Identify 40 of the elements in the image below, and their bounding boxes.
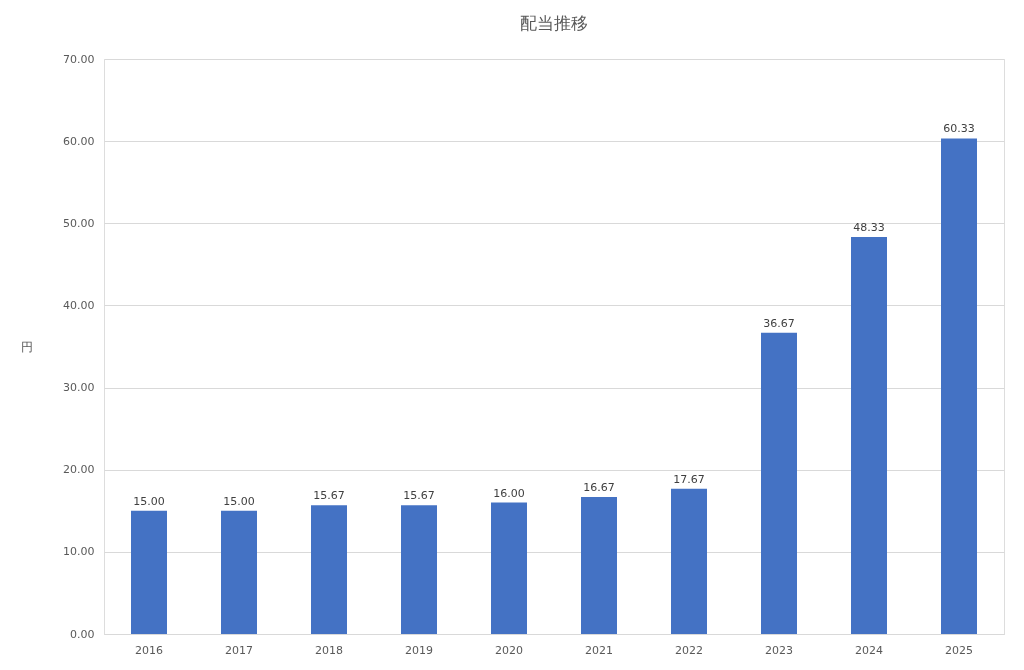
x-tick-label: 2016: [135, 643, 163, 657]
x-tick-label: 2024: [855, 643, 883, 657]
data-label: 16.00: [493, 486, 525, 500]
data-label: 60.33: [943, 122, 975, 136]
y-tick-label: 10.00: [63, 545, 95, 559]
bar: [131, 510, 167, 634]
bar: [311, 505, 347, 634]
data-label: 16.67: [583, 481, 615, 495]
y-tick-label: 60.00: [63, 134, 95, 148]
data-label: 36.67: [763, 316, 795, 330]
data-label: 48.33: [853, 221, 885, 234]
x-tick-label: 2022: [675, 643, 703, 657]
y-tick-label: 70.00: [63, 52, 95, 66]
y-tick-label: 0.00: [70, 627, 95, 641]
x-tick-label: 2025: [945, 643, 973, 657]
data-label: 15.67: [313, 489, 345, 503]
x-tick-label: 2021: [585, 643, 613, 657]
x-tick-label: 2017: [225, 643, 253, 657]
y-tick-label: 30.00: [63, 381, 95, 395]
y-tick-label: 20.00: [63, 463, 95, 477]
y-axis-title: 円: [21, 340, 34, 354]
bar: [851, 237, 887, 634]
y-tick-label: 40.00: [63, 298, 95, 312]
x-tick-label: 2019: [405, 643, 433, 657]
x-tick-label: 2020: [495, 643, 523, 657]
bar: [221, 510, 257, 634]
chart-title: 配当推移: [520, 13, 588, 33]
x-tick-label: 2018: [315, 643, 343, 657]
bar: [761, 332, 797, 634]
data-label: 15.67: [403, 489, 435, 503]
bar: [941, 138, 977, 634]
bar: [491, 502, 527, 634]
data-label: 15.00: [223, 494, 255, 508]
bar: [401, 505, 437, 634]
y-tick-label: 50.00: [63, 216, 95, 230]
data-label: 17.67: [673, 472, 705, 486]
bar: [671, 488, 707, 634]
data-label: 15.00: [133, 494, 165, 508]
x-tick-label: 2023: [765, 643, 793, 657]
bar: [581, 497, 617, 634]
